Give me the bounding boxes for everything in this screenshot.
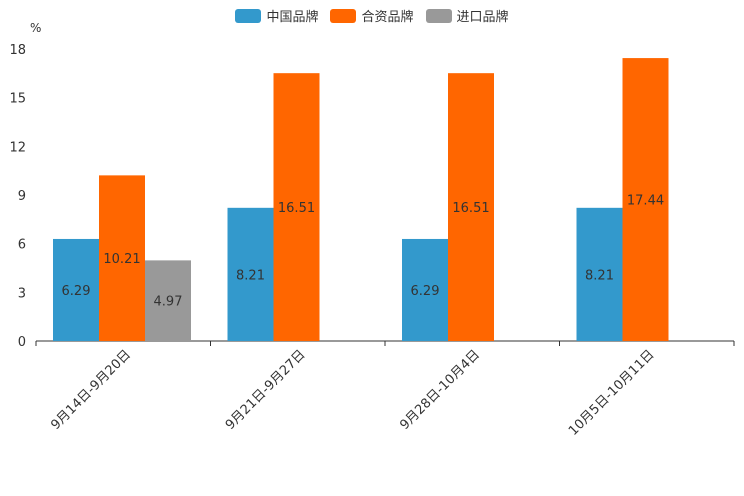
legend-label-china: 中国品牌 [266,10,319,25]
legend-swatch-china [235,8,262,23]
data-label: 8.21 [585,268,614,283]
legend-item-imported[interactable]: 进口品牌 [425,6,509,25]
x-tick-label: 9月28日-10月4日 [397,347,483,433]
y-tick-label: 6 [18,238,26,253]
x-tick-label: 9月21日-9月27日 [223,347,309,433]
bar-china [402,238,448,341]
data-label: 6.29 [411,284,440,299]
data-label: 4.97 [154,295,183,310]
data-label: 10.21 [103,252,140,267]
data-label: 17.44 [627,194,664,209]
legend-label-imported: 进口品牌 [456,10,509,25]
y-tick-label: 9 [18,189,26,204]
legend-item-china[interactable]: 中国品牌 [235,6,318,25]
bar-joint-venture [273,73,320,341]
legend: 中国品牌 合资品牌 进口品牌 [0,6,744,25]
data-label: 6.29 [62,284,91,299]
bar-joint-venture [622,58,669,342]
y-tick-label: 18 [9,43,26,58]
y-axis-unit: % [30,21,42,35]
bar-china [227,207,274,341]
data-label: 8.21 [236,268,265,283]
legend-swatch-imported [425,8,452,23]
y-tick-label: 0 [18,335,26,350]
bar-joint-venture [448,73,494,341]
y-tick-label: 12 [9,140,26,155]
data-label: 16.51 [278,201,315,216]
x-tick-label: 10月5日-10月11日 [566,347,658,439]
legend-item-joint-venture[interactable]: 合资品牌 [330,6,414,25]
bar-china [53,238,99,341]
data-label: 16.51 [452,201,489,216]
y-tick-label: 15 [9,92,26,107]
legend-label-joint-venture: 合资品牌 [361,10,414,25]
bar-joint-venture [99,175,145,341]
bar-imported [145,260,191,341]
bar-china [576,207,623,341]
legend-swatch-joint-venture [330,8,357,23]
y-tick-label: 3 [18,286,26,301]
x-tick-label: 9月14日-9月20日 [48,347,134,433]
